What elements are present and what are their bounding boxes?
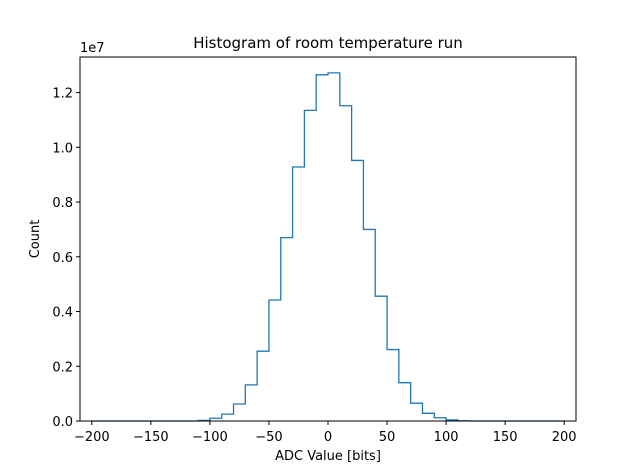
- chart-title: Histogram of room temperature run: [193, 34, 463, 52]
- y-tick-label: 0.2: [52, 360, 73, 375]
- x-tick-label: −150: [133, 430, 169, 445]
- axes-frame: [79, 56, 577, 422]
- y-tick-label: 1.0: [52, 141, 73, 156]
- y-tick-label: 0.8: [52, 196, 73, 211]
- x-tick-label: 100: [434, 430, 459, 445]
- x-tick-label: 50: [379, 430, 396, 445]
- x-tick-label: −100: [192, 430, 228, 445]
- x-tick-label: 0: [324, 430, 332, 445]
- y-offset-label: 1e7: [80, 41, 105, 56]
- y-tick-label: 0.0: [52, 415, 73, 430]
- y-tick-label: 0.6: [52, 251, 73, 266]
- y-axis-label: Count: [28, 220, 43, 259]
- x-tick-label: −200: [74, 430, 110, 445]
- plot-area: −200 −150 −100 −50 0 50 100 150 200 0.0 0.2 0.4 0.6 0…: [52, 56, 577, 445]
- y-tick-label: 1.2: [52, 87, 73, 102]
- y-tick-label: 0.4: [52, 306, 73, 321]
- x-tick-label: 200: [552, 430, 577, 445]
- x-axis-label: ADC Value [bits]: [275, 449, 381, 464]
- histogram-step-line: [91, 72, 565, 422]
- x-tick-label: −50: [255, 430, 282, 445]
- x-tick-label: 150: [493, 430, 518, 445]
